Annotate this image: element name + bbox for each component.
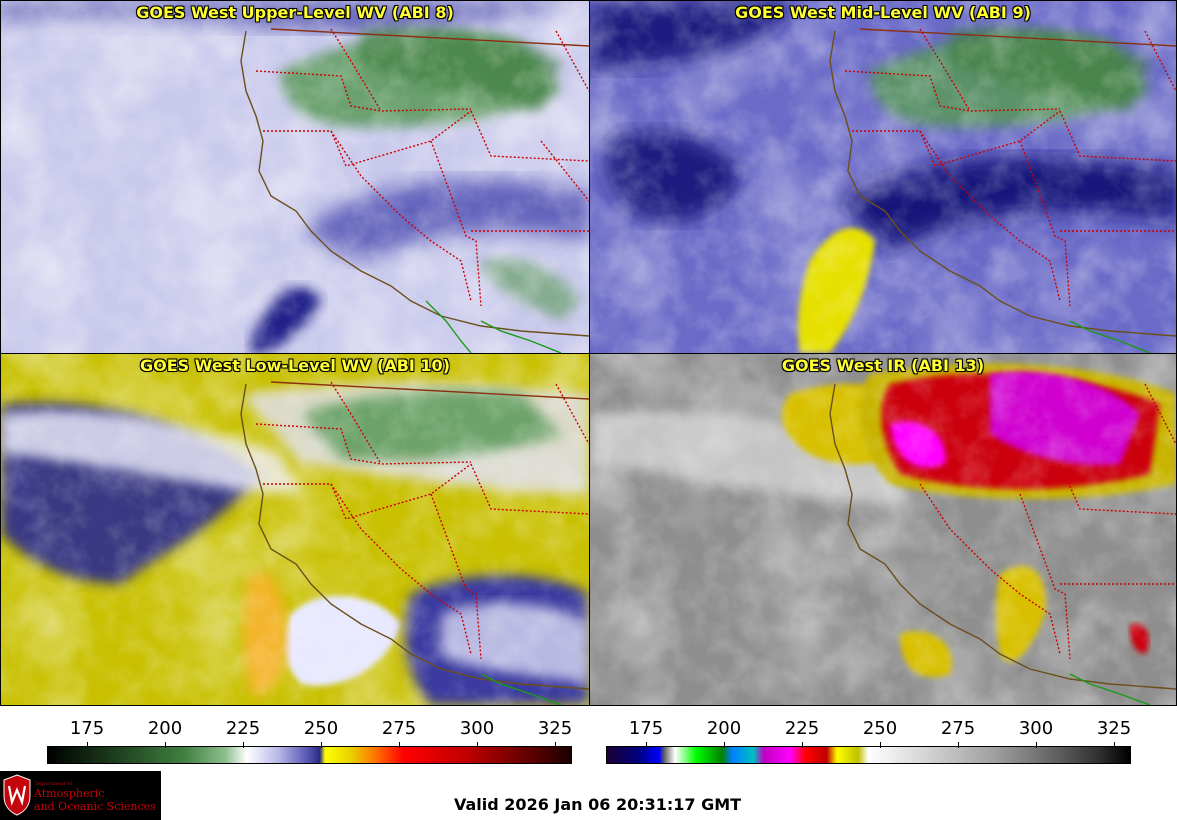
ir-image: [590, 354, 1176, 705]
colorbar-tick-label: 250: [303, 718, 339, 739]
colorbar-tick-mark: [399, 742, 400, 748]
logo-line1: Atmospheric: [34, 787, 105, 800]
colorbar-tick-label: 175: [69, 718, 105, 739]
upper-level-wv-image: [1, 1, 589, 353]
colorbar-tick-mark: [646, 742, 647, 748]
mid-level-wv-image: [590, 1, 1176, 353]
colorbar-tick-mark: [87, 742, 88, 748]
wv-colorbar-gradient: [47, 746, 572, 764]
colorbar-tick-label: 250: [862, 718, 898, 739]
colorbar-tick-label: 275: [381, 718, 417, 739]
upper-level-wv-panel: GOES West Upper-Level WV (ABI 8): [0, 0, 590, 354]
colorbar-tick-mark: [1036, 742, 1037, 748]
low-level-wv-panel: GOES West Low-Level WV (ABI 10): [0, 353, 590, 706]
colorbar-tick-label: 200: [147, 718, 183, 739]
colorbar-tick-label: 325: [537, 718, 573, 739]
uw-crest-icon: [3, 774, 31, 816]
colorbar-tick-mark: [724, 742, 725, 748]
colorbar-tick-label: 275: [940, 718, 976, 739]
wv-colorbar: 175 200 225 250 275 300 325: [47, 712, 572, 772]
colorbar-tick-label: 225: [225, 718, 261, 739]
wv-colorbar-ticks: 175 200 225 250 275 300 325: [47, 712, 573, 748]
colorbar-tick-label: 325: [1096, 718, 1132, 739]
colorbar-tick-label: 200: [706, 718, 742, 739]
colorbar-tick-label: 225: [784, 718, 820, 739]
logo-name: Atmospheric and Oceanic Sciences: [34, 787, 156, 813]
ir-colorbar: 175 200 225 250 275 300 325: [606, 712, 1131, 772]
aos-logo: Department of Atmospheric and Oceanic Sc…: [0, 771, 161, 820]
colorbar-tick-mark: [802, 742, 803, 748]
colorbar-tick-mark: [880, 742, 881, 748]
ir-colorbar-gradient: [606, 746, 1131, 764]
colorbar-tick-mark: [165, 742, 166, 748]
colorbar-tick-label: 300: [459, 718, 495, 739]
colorbar-tick-label: 175: [628, 718, 664, 739]
colorbar-tick-mark: [321, 742, 322, 748]
logo-line2: and Oceanic Sciences: [34, 800, 156, 813]
low-level-wv-image: [1, 354, 589, 705]
ir-panel: GOES West IR (ABI 13): [589, 353, 1177, 706]
colorbar-tick-label: 300: [1018, 718, 1054, 739]
valid-time: Valid 2026 Jan 06 20:31:17 GMT: [454, 795, 742, 814]
ir-colorbar-ticks: 175 200 225 250 275 300 325: [606, 712, 1132, 748]
colorbar-tick-mark: [1114, 742, 1115, 748]
colorbar-tick-mark: [958, 742, 959, 748]
logo-dept: Department of: [35, 781, 72, 787]
mid-level-wv-panel: GOES West Mid-Level WV (ABI 9): [589, 0, 1177, 354]
colorbar-tick-mark: [477, 742, 478, 748]
colorbar-tick-mark: [555, 742, 556, 748]
colorbar-tick-mark: [243, 742, 244, 748]
